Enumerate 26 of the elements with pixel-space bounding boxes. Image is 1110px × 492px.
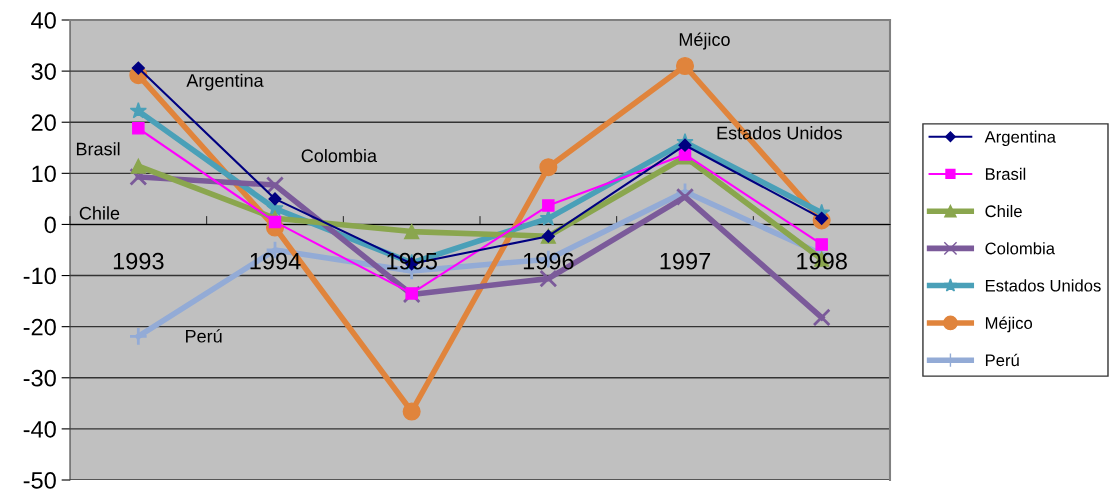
legend-label: Argentina <box>984 130 1056 147</box>
y-tick-label: -50 <box>23 472 56 489</box>
legend-label: Colombia <box>985 242 1055 255</box>
y-tick-label: 10 <box>32 165 56 183</box>
y-tick-label: -40 <box>23 420 56 438</box>
legend-label: Méjico <box>985 316 1033 333</box>
y-tick-label: 30 <box>31 63 56 80</box>
legend-label: Estados Unidos <box>985 279 1101 292</box>
annotation: Chile <box>79 206 120 220</box>
annotation: Colombia <box>301 148 378 163</box>
x-tick-label: 1993 <box>113 252 164 270</box>
y-tick-label: -20 <box>23 318 56 336</box>
annotation: Méjico <box>679 32 730 50</box>
y-tick-label: -30 <box>23 369 56 387</box>
y-tick-label: -10 <box>23 267 56 285</box>
legend-label: Chile <box>985 204 1022 218</box>
annotation: Brasil <box>76 142 120 156</box>
annotation: Perú <box>186 329 222 343</box>
legend-label: Brasil <box>985 167 1026 180</box>
x-tick-label: 1997 <box>660 252 711 270</box>
legend-label: Perú <box>985 353 1019 367</box>
y-tick-label: 40 <box>31 12 56 29</box>
y-tick-label: 20 <box>31 114 56 132</box>
y-tick-label: 0 <box>44 216 56 234</box>
annotation: Argentina <box>186 73 264 91</box>
x-tick-label: 1996 <box>523 252 574 270</box>
